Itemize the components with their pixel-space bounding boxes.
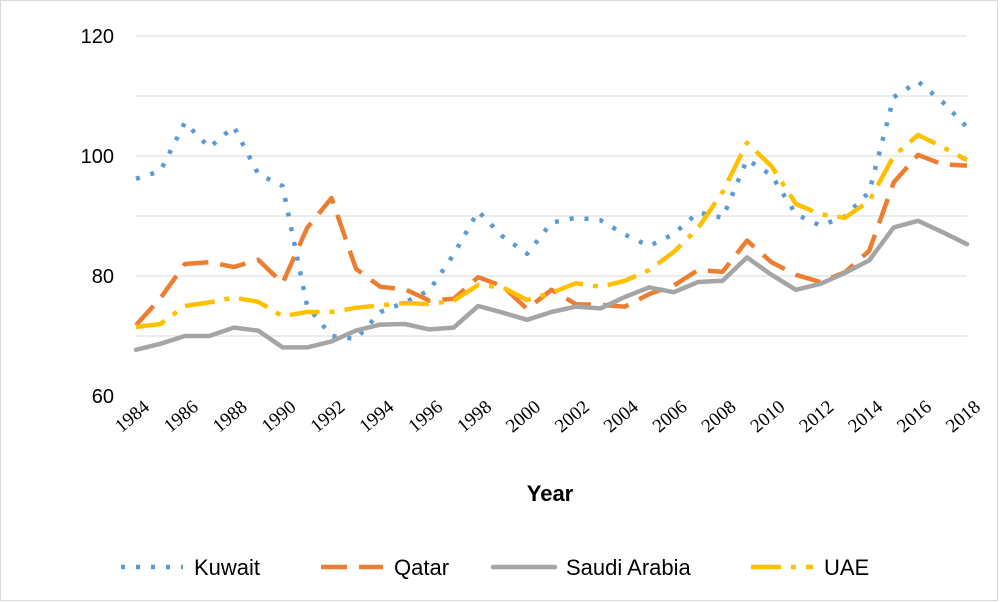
y-axis-ticks: 60 80 100 120 (81, 26, 114, 408)
x-tick-label: 2002 (551, 397, 594, 438)
x-tick-label: 1986 (160, 397, 203, 438)
x-tick-label: 2006 (649, 397, 692, 438)
x-tick-label: 2018 (942, 397, 985, 438)
x-tick-label: 2012 (796, 397, 839, 438)
x-tick-label: 2004 (600, 396, 643, 437)
series-line-kuwait (135, 79, 969, 342)
x-axis-ticks: 1984 1986 1988 1990 1992 1994 1996 1998 2000 2002… (111, 396, 985, 437)
x-tick-label: 2010 (747, 397, 790, 438)
x-tick-label: 2014 (844, 396, 887, 437)
legend-label-kuwait: Kuwait (194, 555, 260, 580)
legend-label-qatar: Qatar (394, 555, 449, 580)
y-tick-label: 80 (92, 266, 114, 288)
x-tick-label: 2000 (502, 397, 545, 438)
x-tick-label: 1996 (404, 397, 447, 438)
x-tick-label: 1992 (307, 397, 350, 438)
legend-label-uae: UAE (824, 555, 869, 580)
x-tick-label: 1990 (258, 397, 301, 438)
y-tick-label: 100 (81, 146, 114, 168)
x-tick-label: 1994 (356, 396, 399, 437)
y-tick-label: 120 (81, 26, 114, 48)
series-line-uae (135, 132, 969, 330)
x-tick-label: 1988 (209, 397, 252, 438)
y-tick-label: 60 (92, 386, 114, 408)
x-tick-label: 1998 (453, 397, 496, 438)
legend-label-saudi-arabia: Saudi Arabia (566, 555, 692, 580)
x-tick-label: 2016 (893, 397, 936, 438)
x-axis-label: Year (527, 481, 574, 506)
x-tick-label: 2008 (698, 397, 741, 438)
legend: Kuwait Qatar Saudi Arabia UAE (121, 555, 869, 580)
series-layer (133, 79, 970, 353)
series-line-saudi-arabia (133, 218, 970, 353)
x-tick-label: 1984 (111, 396, 154, 437)
series-line-qatar (134, 152, 968, 327)
